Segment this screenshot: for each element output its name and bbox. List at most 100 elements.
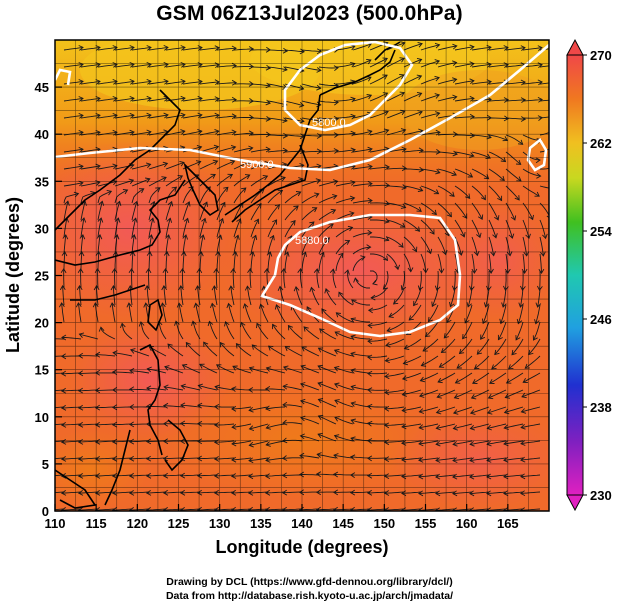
streamline — [436, 270, 439, 291]
streamline — [63, 234, 67, 255]
streamline — [267, 190, 283, 204]
streamline-arrow — [299, 382, 306, 388]
streamline — [488, 47, 509, 51]
streamline-arrow — [94, 490, 101, 496]
streamline-arrow — [316, 117, 322, 124]
streamline-arrow — [282, 147, 288, 154]
streamline-arrow — [321, 308, 327, 314]
streamline — [371, 287, 388, 299]
streamline-arrow — [76, 285, 83, 291]
streamline-arrow — [366, 94, 373, 100]
streamline — [317, 382, 337, 391]
streamline — [369, 148, 389, 153]
streamline — [462, 321, 473, 339]
streamline — [480, 321, 490, 340]
streamline-arrow — [180, 112, 186, 119]
streamline-arrow — [97, 217, 104, 223]
streamline — [539, 185, 549, 189]
streamline — [182, 234, 187, 255]
streamline-arrow — [532, 335, 538, 341]
streamline — [282, 422, 303, 425]
streamline — [112, 508, 133, 511]
streamline-arrow — [488, 268, 494, 274]
streamline — [420, 236, 432, 254]
streamline-arrow — [60, 422, 67, 428]
streamline — [61, 423, 82, 426]
streamline-arrow — [367, 197, 373, 204]
streamline — [351, 419, 371, 425]
streamline-arrow — [316, 48, 322, 55]
streamline — [231, 406, 252, 410]
streamline-arrow — [231, 440, 237, 447]
streamline-arrow — [503, 473, 509, 480]
streamline-arrow — [451, 285, 458, 291]
streamline-arrow — [555, 46, 559, 51]
streamline-arrow — [131, 217, 138, 223]
streamline — [436, 423, 456, 429]
streamline — [97, 114, 118, 119]
streamline — [489, 372, 507, 384]
streamline-arrow — [111, 421, 118, 428]
streamline — [420, 372, 439, 382]
streamline-arrow — [207, 320, 214, 327]
streamline-arrow — [334, 399, 340, 405]
streamline — [147, 368, 167, 374]
streamline-arrow — [434, 75, 440, 82]
streamline — [368, 321, 388, 326]
streamline-arrow — [229, 159, 236, 166]
streamline-arrow — [60, 507, 66, 511]
streamline — [486, 508, 507, 511]
streamline — [437, 219, 450, 236]
streamline — [214, 406, 235, 408]
streamline — [199, 186, 211, 204]
streamline — [61, 440, 82, 443]
streamline-arrow — [94, 369, 101, 376]
streamline — [78, 508, 99, 511]
streamline — [95, 474, 116, 477]
streamline-arrow — [167, 343, 173, 349]
streamline — [384, 440, 405, 443]
streamline — [403, 92, 422, 102]
streamline-arrow — [196, 472, 203, 479]
streamline-arrow — [386, 327, 392, 333]
streamline-arrow — [332, 471, 339, 478]
streamline-arrow — [333, 434, 340, 440]
streamline — [420, 77, 440, 85]
streamline — [165, 251, 168, 272]
streamline-arrow — [128, 178, 135, 185]
streamline — [163, 508, 184, 511]
streamline-arrow — [427, 316, 434, 323]
x-tick-label: 145 — [332, 516, 354, 531]
streamline-arrow — [265, 99, 271, 106]
streamline-arrow — [209, 302, 216, 308]
streamline-arrow — [469, 44, 475, 51]
streamline-arrow — [451, 170, 457, 177]
streamline-arrow — [146, 78, 152, 85]
streamline — [214, 508, 235, 511]
streamline — [469, 474, 490, 478]
streamline-arrow — [334, 382, 340, 388]
streamline-arrow — [511, 349, 517, 356]
streamline-arrow — [319, 251, 325, 258]
streamline — [180, 491, 201, 494]
streamline-arrow — [213, 404, 220, 410]
streamline — [522, 117, 543, 119]
streamline — [498, 321, 507, 340]
streamline-arrow — [282, 419, 288, 426]
streamline — [61, 491, 82, 494]
streamline — [435, 491, 456, 495]
streamline — [216, 65, 237, 68]
colorbar-scale — [566, 54, 584, 496]
streamline — [403, 355, 422, 365]
streamline-arrow — [350, 418, 356, 425]
streamline — [517, 304, 524, 324]
streamline — [129, 457, 150, 460]
streamline — [250, 203, 262, 221]
streamline-arrow — [441, 249, 448, 256]
streamline — [539, 99, 549, 102]
streamline — [522, 253, 526, 274]
streamline — [185, 342, 201, 357]
streamline-arrow — [384, 389, 390, 396]
streamline — [452, 474, 473, 478]
streamline — [299, 508, 320, 511]
